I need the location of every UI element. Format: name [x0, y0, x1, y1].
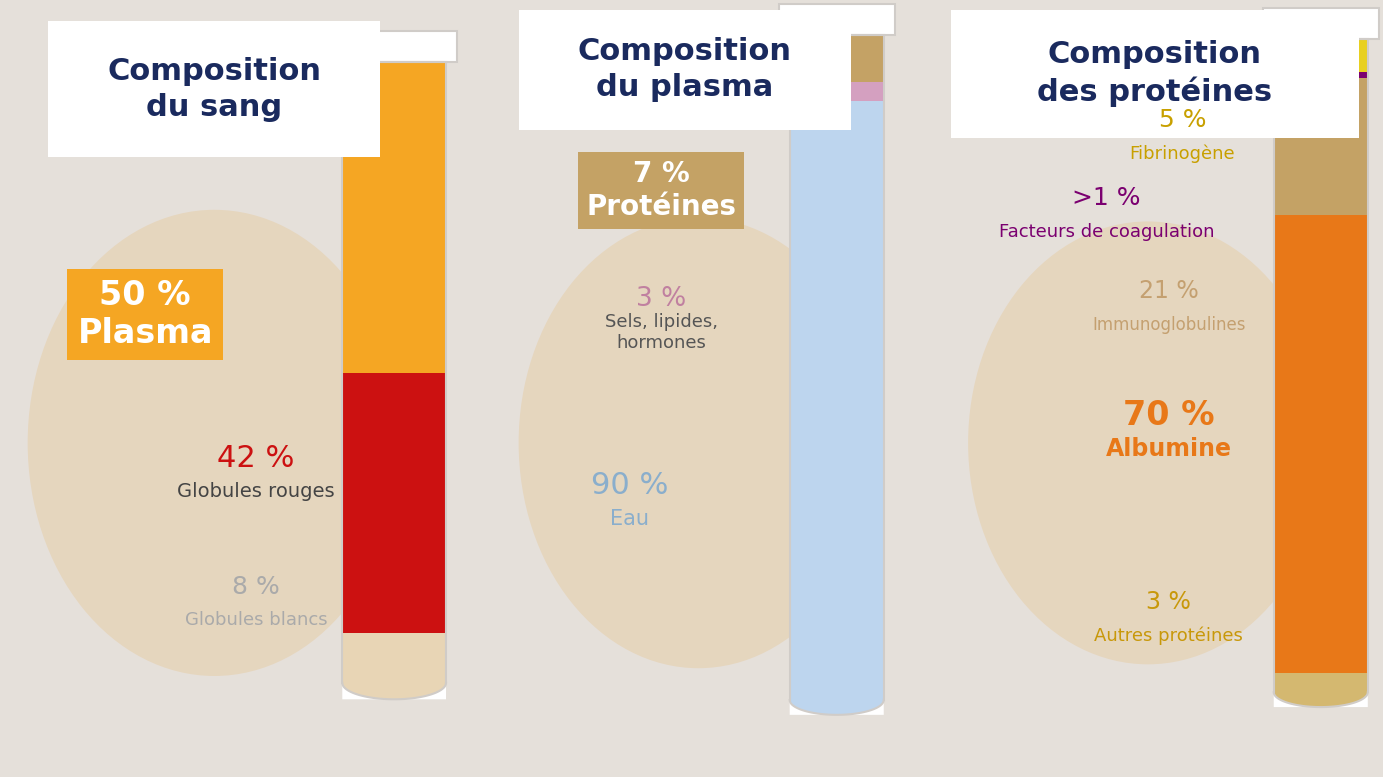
Text: Globules rouges: Globules rouges — [177, 483, 335, 501]
Bar — [1274, 78, 1368, 215]
FancyBboxPatch shape — [952, 9, 1358, 138]
Bar — [342, 667, 445, 683]
FancyBboxPatch shape — [790, 35, 884, 715]
FancyBboxPatch shape — [1274, 39, 1368, 707]
Bar — [342, 372, 445, 633]
Text: Composition
du plasma: Composition du plasma — [578, 37, 791, 103]
Text: 70 %: 70 % — [1123, 399, 1214, 432]
Text: 7 %
Protéines: 7 % Protéines — [586, 160, 736, 221]
Text: 90 %: 90 % — [591, 471, 668, 500]
Bar — [1274, 215, 1368, 673]
Bar — [331, 31, 456, 62]
Ellipse shape — [519, 218, 878, 668]
FancyBboxPatch shape — [519, 9, 851, 131]
Bar — [790, 35, 884, 82]
Text: 42 %: 42 % — [217, 444, 295, 473]
Text: Fibrinogène: Fibrinogène — [1130, 145, 1235, 163]
Bar — [790, 102, 884, 700]
Text: Facteurs de coagulation: Facteurs de coagulation — [999, 222, 1214, 241]
Bar — [1274, 673, 1368, 692]
Bar — [790, 685, 884, 700]
Text: Eau: Eau — [610, 509, 649, 529]
Text: 8 %: 8 % — [232, 575, 279, 598]
Bar — [779, 4, 895, 35]
Text: 5 %: 5 % — [1159, 109, 1206, 132]
Text: 50 %
Plasma: 50 % Plasma — [77, 279, 213, 350]
Bar — [342, 62, 445, 372]
Text: Composition
des protéines: Composition des protéines — [1037, 40, 1272, 107]
Bar — [790, 82, 884, 102]
Ellipse shape — [342, 667, 445, 699]
Text: 3 %: 3 % — [636, 286, 686, 312]
Text: 3 %: 3 % — [1147, 591, 1191, 614]
Bar — [1274, 678, 1368, 692]
Ellipse shape — [1274, 678, 1368, 707]
Text: Composition
du sang: Composition du sang — [108, 57, 321, 122]
Text: Sels, lipides,
hormones: Sels, lipides, hormones — [604, 313, 718, 352]
Ellipse shape — [28, 210, 401, 676]
Ellipse shape — [790, 685, 884, 715]
Bar — [1274, 71, 1368, 78]
Text: >1 %: >1 % — [1072, 186, 1141, 210]
Bar — [1263, 8, 1379, 39]
Ellipse shape — [968, 221, 1328, 664]
Text: Albumine: Albumine — [1105, 437, 1232, 461]
Bar — [1274, 39, 1368, 71]
Bar — [342, 633, 445, 683]
FancyBboxPatch shape — [48, 22, 380, 157]
FancyBboxPatch shape — [342, 62, 445, 699]
Text: Globules blancs: Globules blancs — [184, 611, 328, 629]
Text: Immunoglobulines: Immunoglobulines — [1093, 315, 1245, 334]
Text: Autres protéines: Autres protéines — [1094, 626, 1243, 645]
Text: 21 %: 21 % — [1138, 280, 1199, 303]
